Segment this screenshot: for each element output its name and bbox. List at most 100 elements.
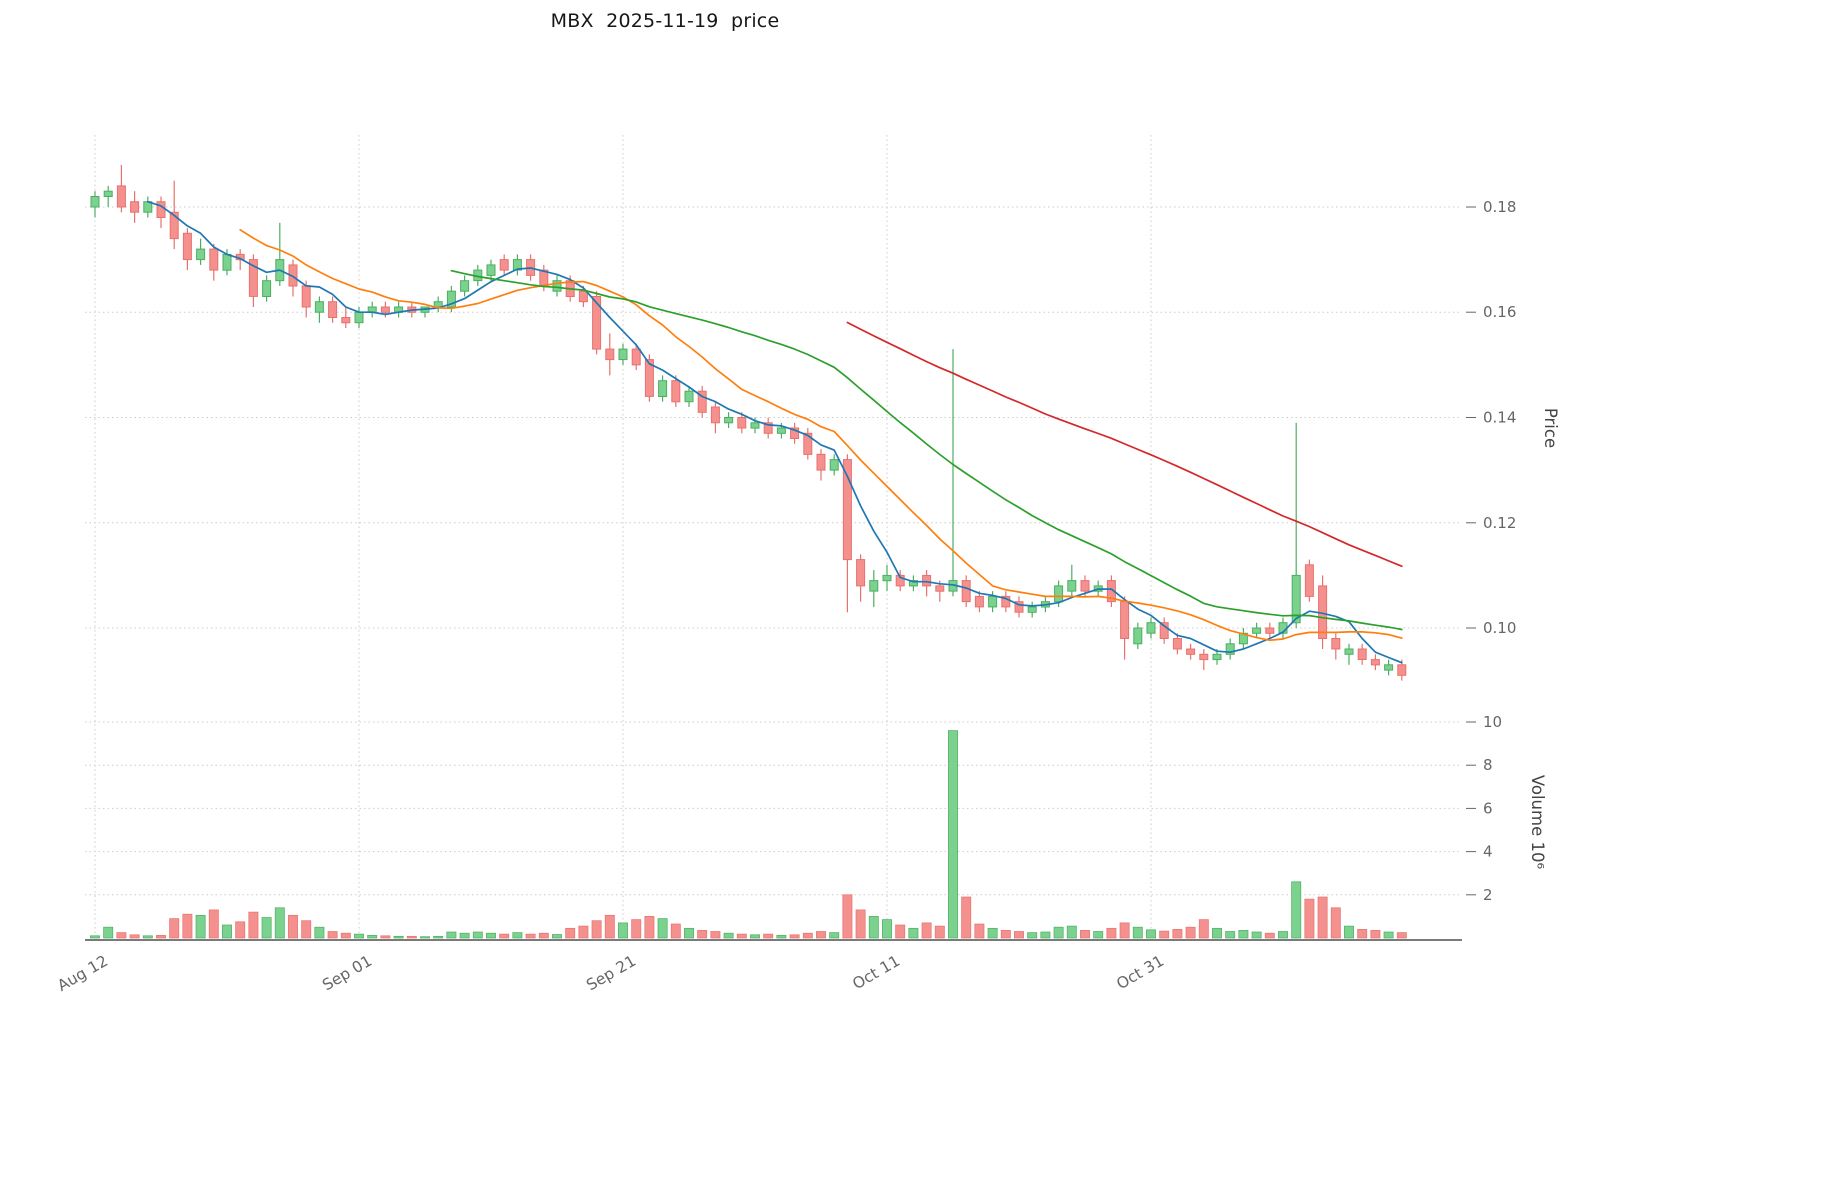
volume-bar [578,925,589,939]
volume-bar [261,917,272,939]
volume-bar [750,934,760,939]
candle-body [1133,627,1143,645]
volume-bar [169,918,180,939]
volume-bar [103,926,114,939]
volume-bar [697,930,708,939]
candle-body [882,574,892,582]
candle-body [988,595,998,608]
candle-body [829,459,839,471]
candle-body [1252,627,1262,634]
volume-bar [855,909,866,939]
volume-bar [195,914,206,939]
candle-body [592,296,602,350]
candle-body [341,317,351,324]
volume-bar [1027,932,1038,939]
candle-body [895,574,905,587]
volume-bar [987,927,998,939]
candle-body [196,248,206,261]
volume-bar [1132,926,1143,939]
volume-bar [1264,932,1275,939]
volume-bar [1225,931,1236,939]
volume-tick-label: 10 [1483,713,1502,731]
volume-bar [948,730,958,939]
volume-bar [538,932,549,939]
volume-bar [776,935,787,939]
volume-bar [961,896,972,939]
candle-body [552,280,562,292]
volume-bar [433,935,444,939]
volume-bar [816,931,826,939]
candle-body [499,259,509,271]
candle-body [1172,638,1182,650]
volume-bar [354,933,364,939]
volume-bar [1291,881,1302,939]
volume-bar [314,926,325,939]
volume-bar [1304,898,1315,939]
candle-body [790,427,800,439]
volume-bar [1317,896,1328,939]
price-tick-label: 0.14 [1483,409,1516,427]
volume-bar [1278,931,1288,939]
volume-bar [380,935,391,939]
volume-bar [1119,922,1130,939]
volume-bar [921,922,932,939]
volume-bar [1106,927,1117,939]
volume-bar [723,932,734,939]
volume-bar [802,932,813,939]
volume-bar [472,931,483,939]
volume-bar [1185,926,1196,939]
volume-bar [882,919,892,939]
x-tick-label: Oct 11 [849,952,903,993]
candle-body [737,417,747,429]
candle-body [354,311,364,324]
chart-title: MBX 2025-11-19 price [550,10,780,32]
volume-bar [736,933,747,939]
volume-bar [499,933,510,939]
candle-body [1027,606,1037,613]
candle-body [1212,653,1222,661]
candle-body [1344,648,1354,655]
volume-bar [670,923,681,939]
candle-body [486,264,496,276]
volume-bar [1251,931,1262,939]
candle-body [1199,653,1209,661]
volume-bar [1080,930,1090,939]
volume-bar [525,933,536,939]
volume-bar [446,931,457,939]
volume-bar [90,935,100,939]
volume-bar [1014,931,1024,939]
volume-bar [142,935,153,939]
volume-bar [327,931,338,939]
candle-body [1357,648,1367,660]
x-tick-label: Sep 01 [319,952,375,995]
volume-bar [974,923,985,939]
volume-bar [1066,925,1077,939]
price-tick-label: 0.12 [1483,514,1516,532]
candle-body [658,380,668,398]
volume-bar [1370,930,1381,939]
volume-bar [367,935,378,939]
volume-bar [618,922,628,939]
candle-body [90,196,100,208]
candle-body [856,559,866,587]
candle-body [1120,601,1130,640]
volume-axis-label: Volume 10⁶ [1528,775,1547,870]
volume-bar [1146,929,1156,939]
volume-bar [1383,931,1394,939]
volume-bar [1330,907,1341,939]
volume-bar [908,927,919,939]
candle-body [301,285,311,308]
candle-body [684,390,694,403]
candle-body [222,253,232,271]
volume-bar [420,936,430,939]
volume-bar [1053,926,1064,939]
price-tick-label: 0.18 [1483,198,1516,216]
volume-bar [565,927,576,939]
volume-bar [301,920,312,939]
volume-bar [934,925,945,939]
candle-body [328,301,338,319]
candle-body [116,185,126,208]
candle-body [816,453,826,471]
